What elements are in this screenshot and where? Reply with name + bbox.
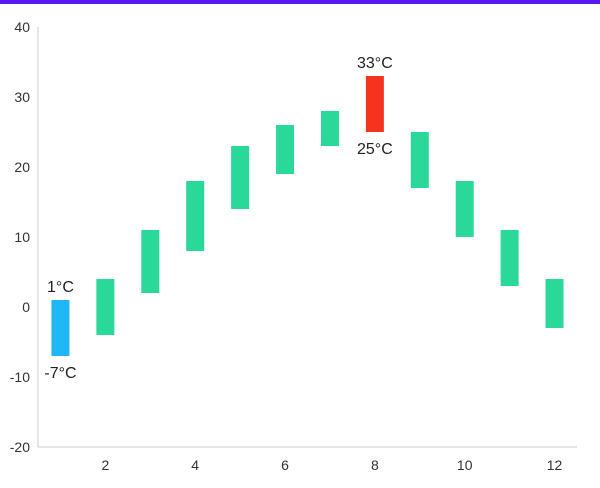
x-tick-label: 12: [547, 457, 563, 473]
y-tick-label: 40: [14, 19, 30, 35]
y-tick-label: -20: [10, 439, 30, 455]
y-tick-label: 20: [14, 159, 30, 175]
x-tick-label: 6: [281, 457, 289, 473]
y-tick-label: 0: [22, 299, 30, 315]
data-label-high: 33°C: [357, 55, 393, 72]
range-bar-9: [410, 132, 429, 188]
top-accent-bar: [0, 0, 600, 4]
data-label-low: -7°C: [44, 365, 76, 382]
x-tick-label: 2: [101, 457, 109, 473]
range-bar-4: [186, 181, 205, 251]
data-labels: 1°C -7°C 33°C 25°C: [44, 55, 392, 382]
data-label-low: 25°C: [357, 141, 393, 158]
range-bar-10: [455, 181, 474, 237]
range-bar-1: [51, 300, 70, 356]
x-tick-label: 4: [191, 457, 199, 473]
y-tick-label: 30: [14, 89, 30, 105]
range-bar-2: [96, 279, 115, 335]
x-axis-ticks: 2 4 6 8 10 12: [101, 457, 562, 473]
range-bar-12: [545, 279, 564, 328]
y-tick-label: -10: [10, 369, 30, 385]
range-bar-5: [231, 146, 250, 209]
range-bar-8: [365, 76, 384, 132]
range-bars: [51, 76, 564, 356]
range-bar-11: [500, 230, 519, 286]
y-axis-ticks: -20 -10 0 10 20 30 40: [10, 19, 30, 455]
range-bar-7: [320, 111, 339, 146]
range-bar-3: [141, 230, 160, 293]
x-tick-label: 10: [457, 457, 473, 473]
y-tick-label: 10: [14, 229, 30, 245]
range-bar-6: [276, 125, 295, 174]
data-label-high: 1°C: [47, 279, 74, 296]
x-tick-label: 8: [371, 457, 379, 473]
